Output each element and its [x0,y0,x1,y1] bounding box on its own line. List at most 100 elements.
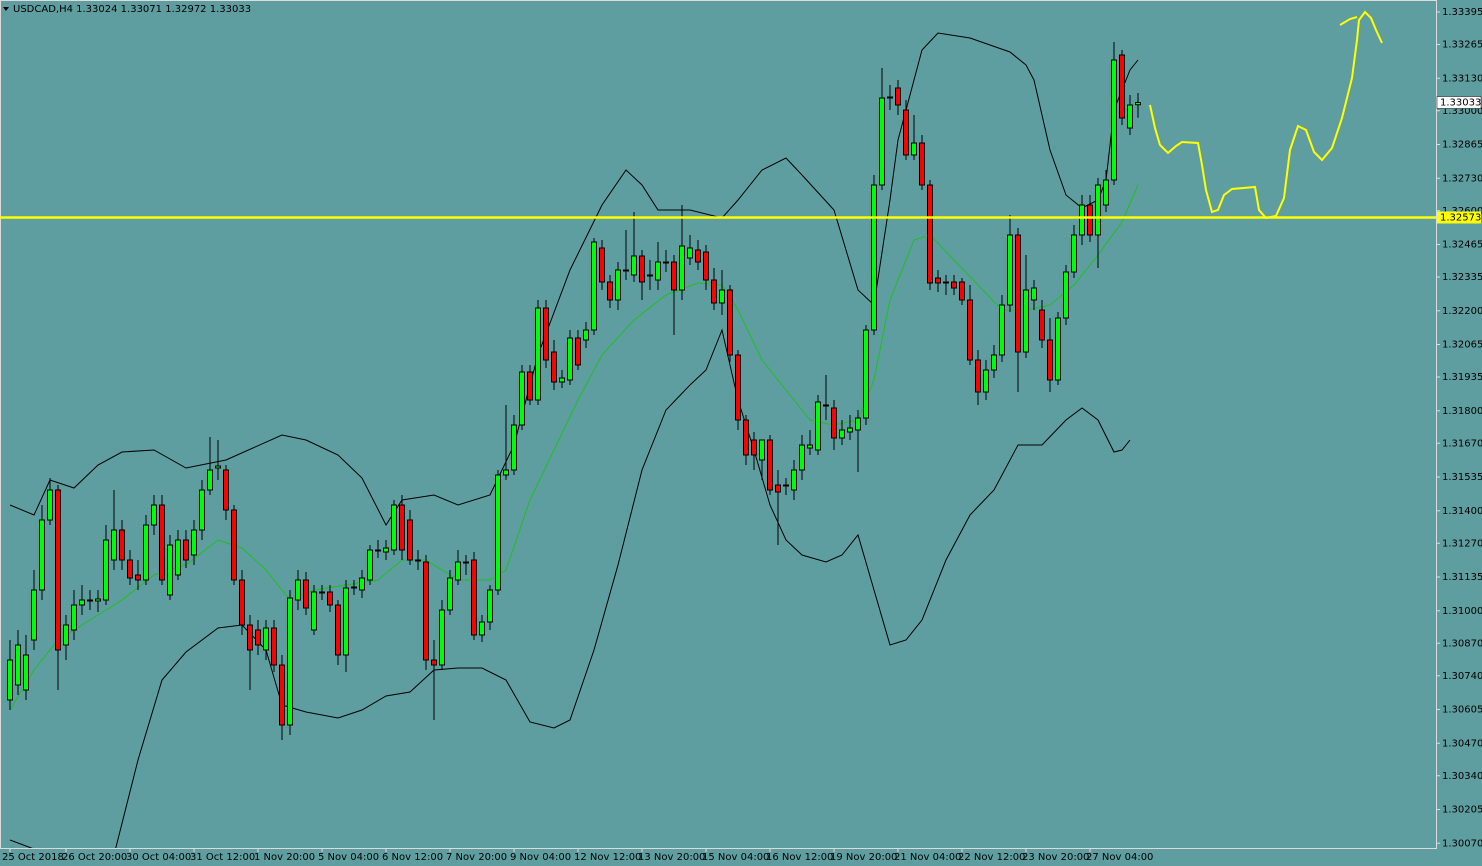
y-tick-label: 1.32600 [1442,206,1482,217]
chart-title: USDCAD,H4 1.33024 1.33071 1.32972 1.3303… [13,4,251,15]
candle-body [935,277,941,284]
x-tick-label: 25 Oct 2018 [2,852,64,863]
candle-body [911,142,917,156]
x-tick-label: 16 Nov 12:00 [766,852,833,863]
y-tick-label: 1.33265 [1442,40,1482,51]
y-tick-label: 1.30605 [1442,705,1482,716]
candle-body [527,371,533,401]
candle-body [71,604,77,631]
candle-body [431,659,437,666]
candle-body [215,465,221,469]
y-tick-label: 1.30205 [1442,805,1482,816]
candle-body [119,529,125,561]
current-price-label: 1.33033 [1440,98,1481,109]
y-tick-label: 1.31800 [1442,406,1482,417]
candle-body [1047,339,1053,381]
candle-body [343,587,349,656]
candle-body [631,255,637,276]
y-tick-label: 1.32200 [1442,306,1482,317]
candle-body [175,539,181,576]
candle-body [391,504,397,551]
y-tick-label: 1.30340 [1442,771,1482,782]
x-tick-label: 21 Nov 04:00 [894,852,961,863]
candle-body [719,289,725,304]
candle-body [31,589,37,641]
candle-body [39,519,45,591]
candle-body [327,591,333,606]
candle-body [95,598,101,602]
candle-body [455,561,461,581]
candle-body [519,371,525,426]
candle-body [903,109,909,156]
candle-body [471,559,477,636]
band-line [9,184,1139,711]
candle-body [967,299,973,361]
candle-body [775,484,781,493]
candle-body [679,245,685,291]
hline-label: 1.32573 [1440,213,1481,224]
y-tick-label: 1.32065 [1442,340,1482,351]
y-tick-label: 1.32730 [1442,173,1482,184]
candle-body [823,404,829,407]
candle-body [599,247,605,283]
candle-body [623,269,629,272]
y-tick-label: 1.31400 [1442,506,1482,517]
candle-body [1135,102,1141,106]
candle-body [647,274,653,277]
x-tick-label: 6 Nov 12:00 [382,852,443,863]
candle-body [487,589,493,623]
candle-body [991,354,997,371]
candle-body [319,591,325,594]
hand-drawn-stroke [1339,16,1358,26]
candle-body [895,87,901,106]
current-price-box [1436,96,1482,109]
x-tick-label: 31 Oct 12:00 [190,852,255,863]
y-tick-label: 1.30470 [1442,738,1482,749]
candle-body [359,577,365,591]
y-tick-label: 1.31535 [1442,472,1482,483]
y-tick-label: 1.33130 [1442,73,1482,84]
y-tick-label: 1.33000 [1442,106,1482,117]
candle-body [735,354,741,421]
candle-body [407,519,413,561]
y-tick-label: 1.31000 [1442,606,1482,617]
candle-body [1007,234,1013,306]
candle-body [791,469,797,491]
candle-body [1079,204,1085,236]
candle-body [1103,179,1109,206]
menu-arrow [3,7,9,11]
candle-body [559,377,565,383]
candle-body [663,261,669,264]
candle-body [255,629,261,646]
candle-body [503,469,509,476]
candle-body [103,539,109,601]
candle-body [311,591,317,631]
x-tick-label: 15 Nov 04:00 [702,852,769,863]
candle-body [831,407,837,439]
candle-body [927,184,933,284]
candle-body [855,417,861,431]
candle-body [47,489,53,521]
candle-body [375,549,381,552]
candle-body [167,544,173,596]
candle-body [287,597,293,726]
y-tick-label: 1.32465 [1442,240,1482,251]
x-tick-label: 26 Oct 20:00 [62,852,127,863]
hline-label-box [1437,211,1481,224]
candle-body [63,624,69,646]
candle-body [151,504,157,526]
x-tick-label: 5 Nov 04:00 [318,852,379,863]
candle-body [767,439,773,491]
y-tick-label: 1.30870 [1442,638,1482,649]
candle-body [495,474,501,591]
candle-body [815,401,821,451]
candle-body [263,627,269,651]
candle-body [191,529,197,556]
x-tick-label: 30 Oct 04:00 [126,852,191,863]
candle-body [655,261,661,281]
candle-body [951,281,957,289]
candle-body [79,599,85,606]
candle-body [1031,287,1037,301]
